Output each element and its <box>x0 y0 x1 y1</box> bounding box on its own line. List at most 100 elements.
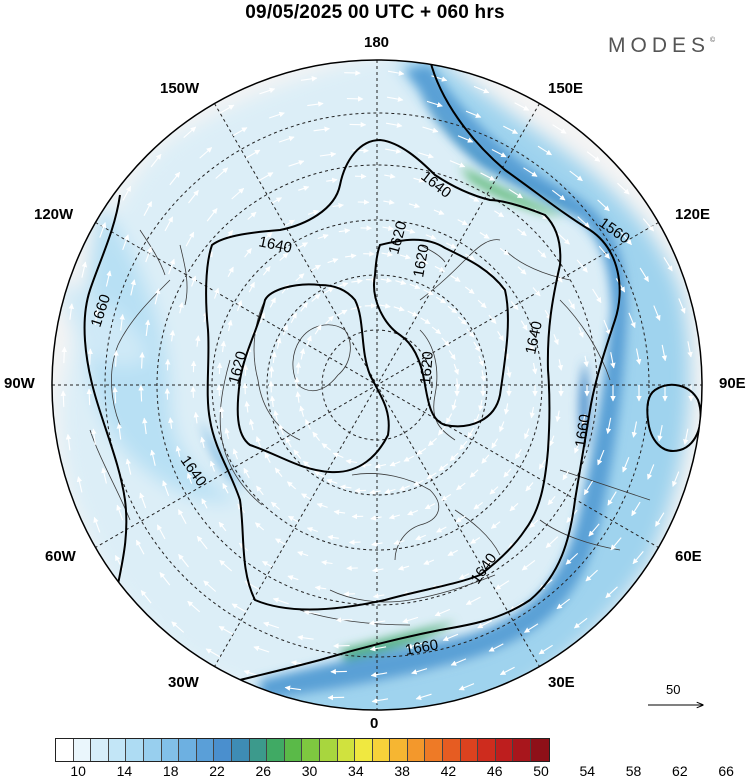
wind-arrow <box>93 516 101 533</box>
wind-arrow <box>269 297 276 308</box>
wind-arrow <box>449 160 466 168</box>
wind-arrow <box>278 423 284 435</box>
wind-arrow <box>156 524 166 540</box>
wind-arrow <box>404 228 416 234</box>
wind-arrow <box>270 501 281 510</box>
wind-arrow <box>538 459 546 470</box>
wind-arrow <box>339 484 352 490</box>
wind-arrow <box>610 352 616 369</box>
wind-arrow <box>199 147 213 159</box>
wind-arrow <box>447 549 458 556</box>
wind-arrow <box>399 485 411 491</box>
wind-arrow <box>218 521 227 532</box>
wind-arrow <box>393 306 405 312</box>
wind-arrow <box>479 232 490 239</box>
wind-arrow <box>213 287 220 299</box>
wind-arrow <box>325 315 334 325</box>
wind-arrow <box>87 348 93 365</box>
wind-arrow <box>450 658 467 666</box>
wind-arrow <box>247 211 257 220</box>
wind-arrow <box>224 427 230 440</box>
colorbar-swatch <box>91 739 109 761</box>
wind-arrow <box>568 299 576 310</box>
wind-arrow <box>523 167 538 177</box>
wind-arrow <box>538 644 553 655</box>
wind-arrow <box>142 417 148 435</box>
colorbar-swatch <box>214 739 232 761</box>
wind-arrow <box>231 187 245 200</box>
wind-arrow <box>458 683 475 691</box>
wind-arrow <box>218 625 234 635</box>
wind-arrow <box>279 252 289 261</box>
wind-arrow <box>295 273 305 282</box>
wind-arrow <box>263 621 280 629</box>
wind-arrow <box>473 85 490 94</box>
wind-arrow <box>574 442 580 454</box>
colorbar-swatch <box>143 739 162 761</box>
wind-arrow <box>552 124 567 134</box>
wind-arrow <box>555 410 561 422</box>
wind-arrow <box>441 337 450 347</box>
colorbar-swatch <box>355 739 373 761</box>
wind-arrow <box>140 590 152 604</box>
colorbar-swatch <box>319 739 338 761</box>
wind-arrow <box>333 509 346 515</box>
wind-arrow <box>499 247 510 256</box>
wind-arrow <box>195 335 201 347</box>
wind-arrow <box>653 305 661 321</box>
wind-arrow <box>453 363 459 375</box>
wind-arrow <box>423 559 435 565</box>
wind-arrow <box>467 427 475 438</box>
wind-speed-shading <box>60 60 690 710</box>
wind-arrow <box>168 258 175 275</box>
wind-arrow <box>481 454 490 464</box>
wind-arrow <box>605 417 612 435</box>
wind-arrow <box>450 275 461 282</box>
wind-arrow <box>451 399 457 411</box>
wind-arrow <box>338 228 351 234</box>
map-disc: 1640 1620 1620 1620 1620 1640 1640 1660 … <box>52 60 702 710</box>
wind-arrow <box>178 301 184 314</box>
wind-arrow <box>316 502 328 509</box>
wind-arrow <box>232 448 239 460</box>
colorbar-tick-label: 42 <box>440 763 457 779</box>
colorbar-tick-label: 46 <box>486 763 503 779</box>
wind-arrow <box>499 421 505 433</box>
wind-arrow <box>557 232 570 245</box>
wind-arrow <box>65 433 72 451</box>
wind-arrow <box>532 287 541 297</box>
wind-arrow <box>295 391 301 403</box>
wind-arrow <box>490 521 501 529</box>
lon-label-60w: 60W <box>45 548 76 565</box>
wind-arrow <box>271 351 277 364</box>
lon-label-0: 0 <box>370 715 379 732</box>
wind-arrow <box>586 151 601 162</box>
colorbar-tick-label: 54 <box>579 763 596 779</box>
wind-arrow <box>305 419 311 430</box>
wind-arrow <box>244 580 260 590</box>
wind-arrow <box>661 344 668 362</box>
wind-arrow <box>597 449 605 466</box>
wind-arrow <box>298 185 310 191</box>
wind-arrow <box>370 672 388 678</box>
wind-arrow <box>491 149 507 158</box>
wind-arrow <box>607 491 617 506</box>
wind-arrow <box>286 481 297 490</box>
wind-arrow <box>201 498 208 509</box>
wind-arrow <box>622 456 630 473</box>
wind-arrow <box>310 264 321 272</box>
wind-arrow <box>411 668 428 675</box>
wind-speed-colorbar <box>55 738 550 762</box>
wind-arrow <box>420 317 431 325</box>
colorbar-tick-label: 34 <box>348 763 364 779</box>
wind-arrow <box>293 449 302 459</box>
wind-arrow <box>299 405 305 417</box>
lon-label-150w: 150W <box>160 80 200 97</box>
wind-arrow <box>262 266 271 276</box>
wind-arrow <box>438 463 449 471</box>
wind-arrow <box>446 242 457 249</box>
height-contours <box>83 60 702 681</box>
wind-arrow <box>423 289 434 296</box>
wind-arrow <box>678 298 686 314</box>
wind-arrow <box>480 370 486 382</box>
